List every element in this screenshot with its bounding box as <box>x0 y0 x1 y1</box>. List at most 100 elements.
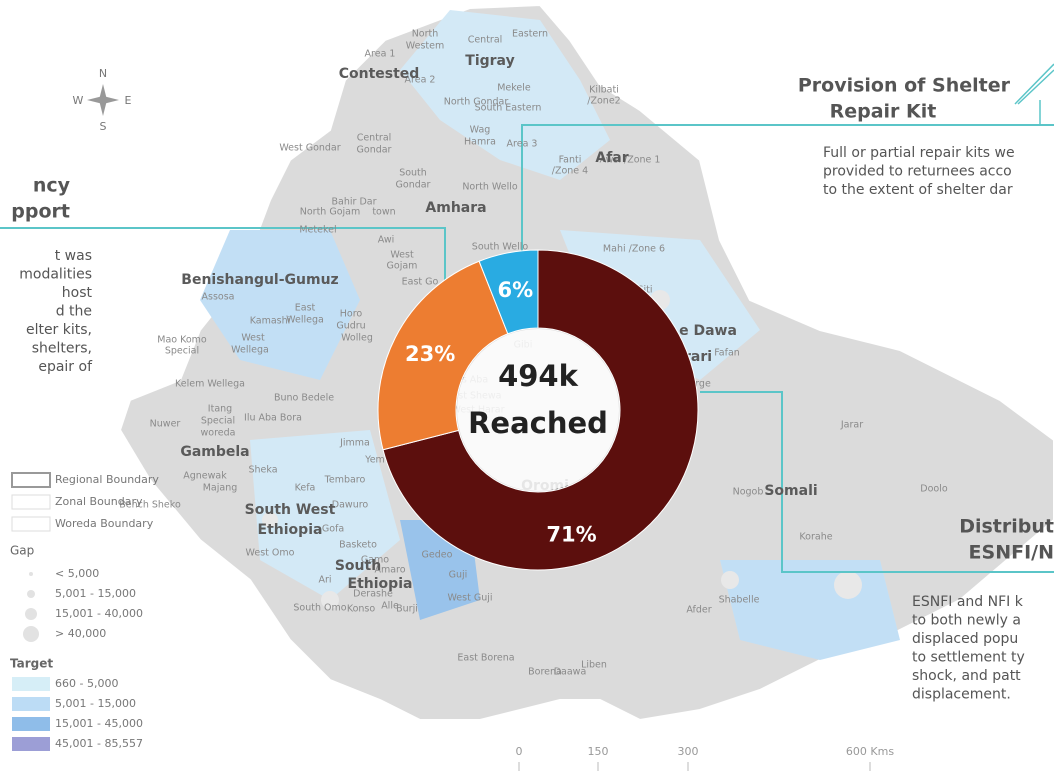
panel-body: modalities <box>19 267 92 283</box>
callout-line <box>700 391 1054 573</box>
zone-label: West <box>390 250 414 261</box>
zone-label: Sheka <box>248 465 277 476</box>
region-label: Somali <box>764 483 817 499</box>
zone-label: Area 2 <box>405 75 436 86</box>
panel-title: Repair Kit <box>830 101 937 123</box>
zone-label: North Wello <box>462 182 518 193</box>
zone-label: South Eastern <box>475 103 542 114</box>
legend-swatch <box>12 737 50 751</box>
zone-label: Tembaro <box>324 475 366 486</box>
legend-circle <box>27 590 35 598</box>
panel-title: Distribut <box>959 516 1054 538</box>
zone-label: Bench Sheko <box>119 500 181 511</box>
data-label: 71% <box>546 523 596 547</box>
zone-label: Fafan <box>714 348 740 359</box>
panel-body: shelters, <box>32 341 92 357</box>
zone-label: Eastern <box>512 29 548 40</box>
zone-label: Ari <box>318 575 331 586</box>
region-label: Gambela <box>180 444 249 460</box>
zone-label: Dawuro <box>332 500 369 511</box>
house-icon <box>1014 63 1054 105</box>
legend-label: 660 - 5,000 <box>55 677 118 690</box>
zone-label: Gofa <box>322 524 344 535</box>
center-label: 494k <box>498 359 579 393</box>
zone-label: North <box>412 29 439 40</box>
legend-swatch <box>12 697 50 711</box>
panel-body: displaced popu <box>912 631 1018 647</box>
zone-label: North Gojam <box>300 207 360 218</box>
zone-label: Derashe <box>353 589 393 600</box>
zone-label: Nuwer <box>150 419 181 430</box>
panel-body: host <box>62 285 93 301</box>
panel-title: Provision of Shelter <box>798 75 1011 97</box>
legend-heading: Target <box>10 657 53 671</box>
data-label: 6% <box>497 278 533 302</box>
panel-title: ncy <box>33 175 71 197</box>
region-label: Benishangul-Gumuz <box>181 272 338 288</box>
legend-label: 5,001 - 15,000 <box>55 697 136 710</box>
zone-label: Kilbati <box>589 85 619 96</box>
zone-label: North Gondar <box>444 97 509 108</box>
zone-label: South Wello <box>472 242 529 253</box>
donut-hole <box>457 329 619 491</box>
compass-letter: N <box>99 67 107 80</box>
zone-label: Nogob <box>733 487 764 498</box>
panel-body: shock, and patt <box>912 668 1021 684</box>
region-label: Amhara <box>425 200 486 216</box>
zone-label: Jimma <box>339 438 370 449</box>
zone-label: West Gondar <box>279 143 340 154</box>
zone-label: Fanti <box>559 155 582 166</box>
zone-label: Wellega <box>286 315 324 326</box>
panel-body: provided to returnees acco <box>823 164 1012 180</box>
legend-label: 15,001 - 40,000 <box>55 607 143 620</box>
donut-segment <box>377 260 509 451</box>
zone-label: Horo <box>340 309 363 320</box>
zone-label: Wag <box>470 125 491 136</box>
zone-label: West <box>241 333 265 344</box>
zone-label: Central <box>357 133 392 144</box>
legend-swatch <box>12 717 50 731</box>
zone-label: East Borena <box>457 653 514 664</box>
zone-label: Gamo <box>361 555 389 566</box>
zone-label: West Guji <box>447 593 492 604</box>
region-label: rari <box>684 349 712 365</box>
zone-label: Gojam <box>387 261 418 272</box>
gap-circle <box>262 512 278 528</box>
compass-letter: W <box>73 94 84 107</box>
zone-label: Bahir Dar <box>332 197 377 208</box>
zone-label: Gondar <box>357 145 392 156</box>
legend-swatch <box>12 677 50 691</box>
panel-body: t was <box>55 248 92 264</box>
data-label: 23% <box>405 342 455 366</box>
zone-label: Metekel <box>299 225 336 236</box>
region-label: South <box>335 558 381 574</box>
zone-label: Hamra <box>464 137 496 148</box>
zone-label: Doolo <box>920 484 948 495</box>
legend-heading: Gap <box>10 544 34 558</box>
zone-label: East <box>295 303 316 314</box>
callout-lines <box>0 63 1054 573</box>
panel-body: epair of <box>38 359 93 375</box>
region-label: Ethiopia <box>348 576 413 592</box>
panel-body: ESNFI and NFI k <box>912 594 1024 610</box>
zone-label: Jarar <box>840 420 863 431</box>
zone-label: Central <box>468 35 503 46</box>
zone-label: /Zone2 <box>587 96 620 107</box>
zone-label: Ilu Aba Bora <box>244 413 302 424</box>
zone-label: Guji <box>449 570 468 581</box>
compass-letter: E <box>125 94 132 107</box>
region-label: Contested <box>339 66 420 82</box>
scale-label: 150 <box>588 745 609 758</box>
zone-label: Buno Bedele <box>274 393 334 404</box>
target-area <box>250 430 400 600</box>
zone-label: Wellega <box>231 345 269 356</box>
target-area <box>200 230 360 380</box>
panel-title: ESNFI/N <box>969 542 1054 564</box>
legend-label: > 40,000 <box>55 627 106 640</box>
zone-label: Shabelle <box>719 595 760 606</box>
zone-label: Mekele <box>497 83 531 94</box>
zone-label: rge <box>695 379 711 390</box>
zone-label: /Zone 4 <box>552 166 588 177</box>
